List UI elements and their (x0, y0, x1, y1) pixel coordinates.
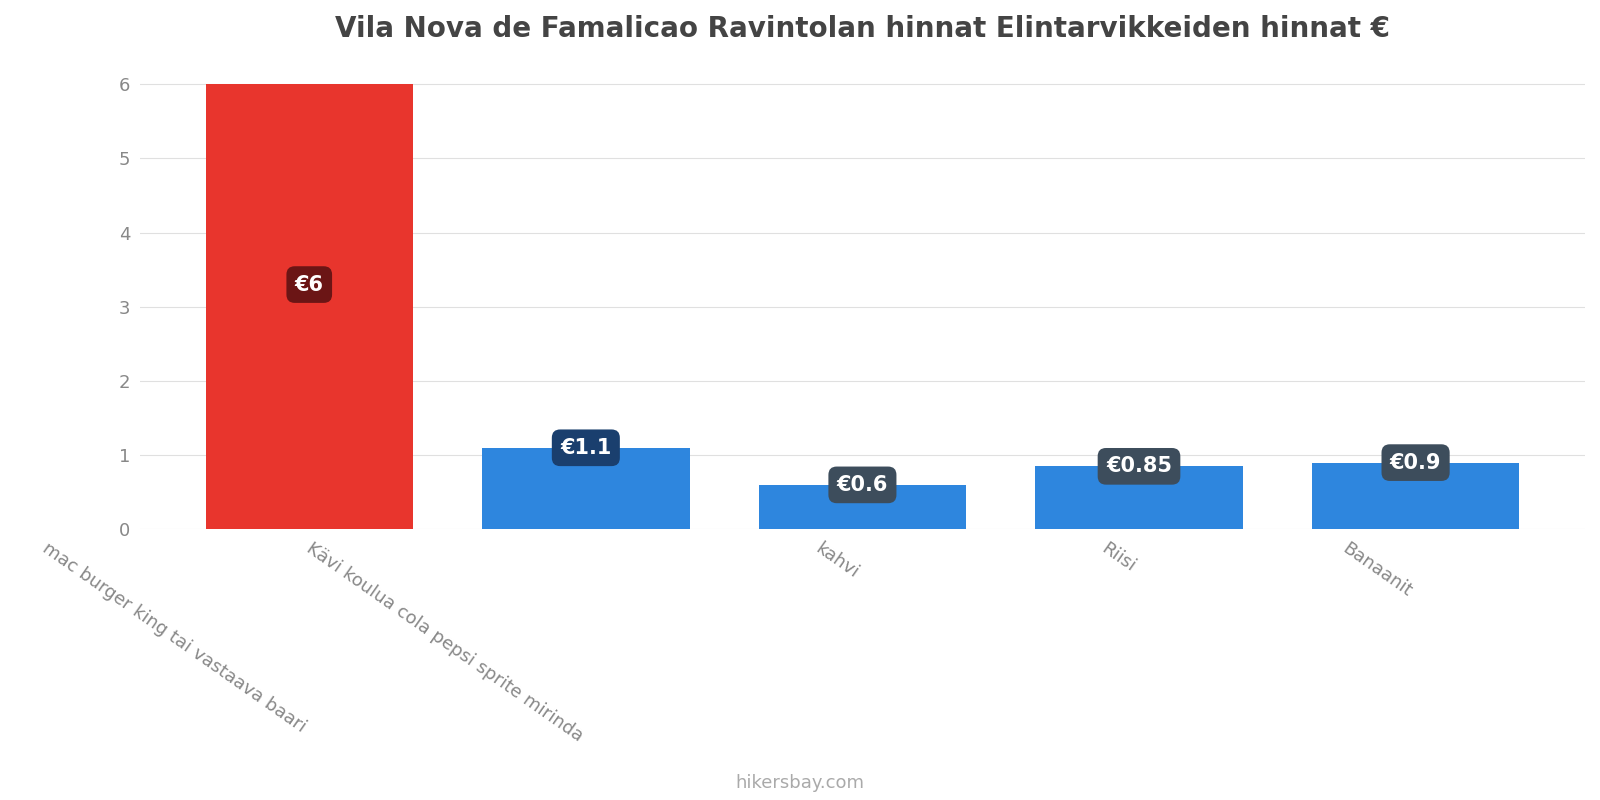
Bar (758, 485, 966, 530)
Bar (482, 448, 690, 530)
Text: €0.85: €0.85 (1106, 456, 1173, 476)
Title: Vila Nova de Famalicao Ravintolan hinnat Elintarvikkeiden hinnat €: Vila Nova de Famalicao Ravintolan hinnat… (334, 15, 1390, 43)
Bar (205, 84, 413, 530)
Text: €0.6: €0.6 (837, 475, 888, 495)
Text: €0.9: €0.9 (1390, 453, 1442, 473)
Text: €1.1: €1.1 (560, 438, 611, 458)
Text: hikersbay.com: hikersbay.com (736, 774, 864, 792)
Bar (1312, 462, 1520, 530)
Text: €6: €6 (294, 274, 323, 294)
Bar (1035, 466, 1243, 530)
